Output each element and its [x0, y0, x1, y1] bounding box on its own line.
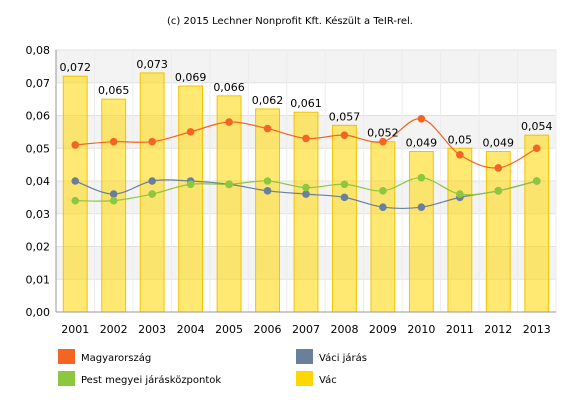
bar-data-label: 0,069 — [175, 71, 207, 84]
x-tick-label: 2008 — [330, 323, 358, 336]
bar-data-label: 0,061 — [290, 97, 322, 110]
bar — [485, 151, 511, 313]
x-tick-label: 2013 — [523, 323, 551, 336]
x-tick-label: 2004 — [177, 323, 205, 336]
series-point — [71, 177, 80, 185]
series-point — [340, 131, 349, 139]
series-point — [71, 141, 80, 149]
series-point — [225, 180, 233, 189]
series-point — [109, 190, 118, 198]
series-point — [109, 196, 118, 205]
bar-data-label: 0,066 — [213, 81, 245, 94]
bar — [524, 134, 550, 313]
bar — [332, 124, 357, 313]
series-point — [302, 134, 310, 143]
series-point — [186, 180, 195, 189]
series-point — [263, 177, 272, 185]
y-tick-label: 0,08 — [26, 44, 51, 57]
bar-data-label: 0,049 — [406, 137, 438, 150]
series-point — [494, 187, 503, 195]
x-tick-label: 2012 — [484, 323, 512, 336]
bar — [447, 147, 473, 313]
y-tick-label: 0,02 — [26, 241, 51, 254]
x-tick-label: 2003 — [138, 323, 166, 336]
bar — [216, 95, 242, 313]
x-tick-label: 2005 — [215, 323, 243, 336]
x-tick-label: 2006 — [254, 323, 282, 336]
y-tick-label: 0,00 — [26, 306, 51, 319]
x-tick-label: 2010 — [407, 323, 435, 336]
x-tick-label: 2009 — [369, 323, 397, 336]
series-point — [456, 190, 464, 198]
x-tick-label: 2007 — [292, 323, 320, 336]
series-point — [225, 118, 233, 126]
legend-swatch-v-ci-j-r-s — [296, 349, 313, 364]
series-point — [186, 128, 195, 136]
bar-data-label: 0,054 — [521, 120, 553, 133]
series-point — [340, 180, 349, 189]
y-tick-label: 0,07 — [26, 77, 51, 90]
y-tick-label: 0,05 — [26, 142, 51, 155]
bar — [255, 108, 280, 313]
legend-label: Vác — [319, 374, 337, 386]
bar — [101, 98, 127, 313]
legend-label: Váci járás — [319, 352, 367, 364]
series-point — [532, 144, 541, 153]
bar-data-label: 0,049 — [483, 137, 515, 150]
series-point — [379, 203, 387, 211]
chart-credit: (c) 2015 Lechner Nonprofit Kft. Készült … — [167, 15, 413, 27]
y-tick-label: 0,03 — [26, 208, 51, 221]
bar — [62, 75, 88, 313]
grid-band — [56, 50, 556, 83]
bar-data-label: 0,05 — [448, 133, 473, 146]
series-point — [494, 164, 503, 172]
x-tick-label: 2001 — [61, 323, 89, 336]
series-point — [148, 137, 156, 146]
series-point — [148, 177, 156, 185]
x-tick-label: 2002 — [100, 323, 128, 336]
legend-swatch-magyarorsz-g — [58, 349, 75, 364]
bar — [178, 85, 204, 313]
bar-data-label: 0,072 — [59, 61, 91, 74]
bar-data-label: 0,057 — [329, 110, 361, 123]
series-point — [456, 151, 464, 159]
y-tick-label: 0,04 — [26, 175, 51, 188]
bar-data-label: 0,073 — [136, 58, 168, 71]
legend-label: Magyarország — [81, 352, 151, 364]
series-point — [302, 183, 310, 192]
bar-data-label: 0,062 — [252, 94, 284, 107]
series-point — [379, 187, 387, 195]
x-tick-label: 2011 — [446, 323, 474, 336]
series-point — [417, 173, 426, 182]
bar-data-label: 0,052 — [367, 127, 399, 140]
series-point — [532, 177, 541, 185]
series-point — [71, 196, 80, 205]
legend-swatch-v-c — [296, 371, 313, 386]
series-point — [417, 203, 426, 211]
series-point — [379, 137, 387, 146]
series-point — [109, 137, 118, 146]
series-point — [263, 187, 272, 195]
series-point — [340, 193, 349, 202]
bar-data-label: 0,065 — [98, 84, 130, 97]
y-tick-label: 0,01 — [26, 273, 51, 286]
y-tick-label: 0,06 — [26, 110, 51, 123]
series-point — [417, 114, 426, 123]
series-point — [302, 190, 310, 198]
legend-label: Pest megyei járásközpontok — [81, 374, 221, 386]
bar — [370, 141, 396, 313]
series-point — [263, 124, 272, 133]
series-point — [148, 190, 156, 198]
legend-swatch-pest-megyei-j-r-sk-zpontok — [58, 371, 75, 386]
